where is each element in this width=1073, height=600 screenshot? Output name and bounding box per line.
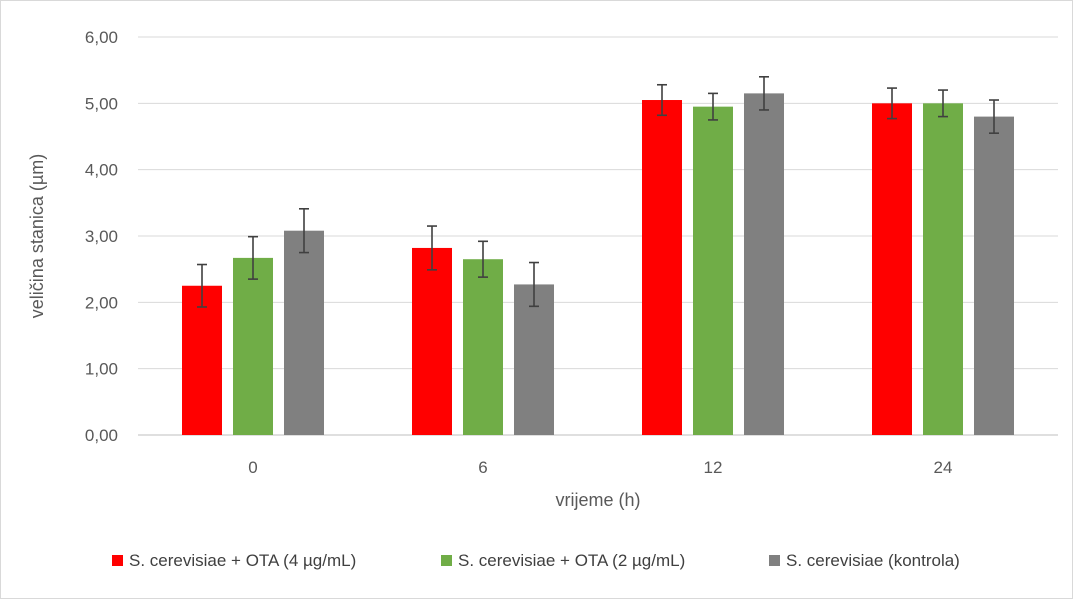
grid-lines: [138, 36, 1058, 436]
x-tick-label: 6: [478, 458, 487, 477]
bar: [463, 259, 503, 435]
x-tick-label: 24: [934, 458, 953, 477]
bar: [872, 103, 912, 435]
legend-label: S. cerevisiae (kontrola): [786, 551, 960, 570]
y-tick-label: 6,00: [85, 28, 118, 47]
y-axis-title: veličina stanica (µm): [27, 154, 47, 318]
y-axis-tick-labels: 0,00 1,00 2,00 3,00 4,00 5,00 6,00: [85, 28, 118, 445]
bar: [233, 257, 273, 435]
bar: [744, 93, 784, 435]
x-axis-tick-labels: 0 6 12 24: [248, 458, 952, 477]
bar: [974, 116, 1014, 435]
x-tick-label: 0: [248, 458, 257, 477]
legend-swatch: [112, 555, 123, 566]
bar: [642, 100, 682, 436]
y-tick-label: 5,00: [85, 94, 118, 113]
bar: [182, 285, 222, 435]
legend-label: S. cerevisiae + OTA (4 µg/mL): [129, 551, 356, 570]
y-tick-label: 3,00: [85, 227, 118, 246]
y-tick-label: 0,00: [85, 426, 118, 445]
y-tick-label: 1,00: [85, 360, 118, 379]
bar: [693, 106, 733, 436]
bars: [182, 93, 1014, 436]
bar: [412, 247, 452, 435]
bar: [514, 284, 554, 435]
bar: [923, 103, 963, 435]
bar: [284, 230, 324, 435]
error-bars: [197, 76, 999, 308]
x-tick-label: 12: [704, 458, 723, 477]
legend: S. cerevisiae + OTA (4 µg/mL) S. cerevisi…: [112, 551, 960, 570]
legend-label: S. cerevisiae + OTA (2 µg/mL): [458, 551, 685, 570]
y-tick-label: 2,00: [85, 293, 118, 312]
legend-swatch: [441, 555, 452, 566]
x-axis-title: vrijeme (h): [555, 490, 640, 510]
legend-swatch: [769, 555, 780, 566]
y-tick-label: 4,00: [85, 161, 118, 180]
